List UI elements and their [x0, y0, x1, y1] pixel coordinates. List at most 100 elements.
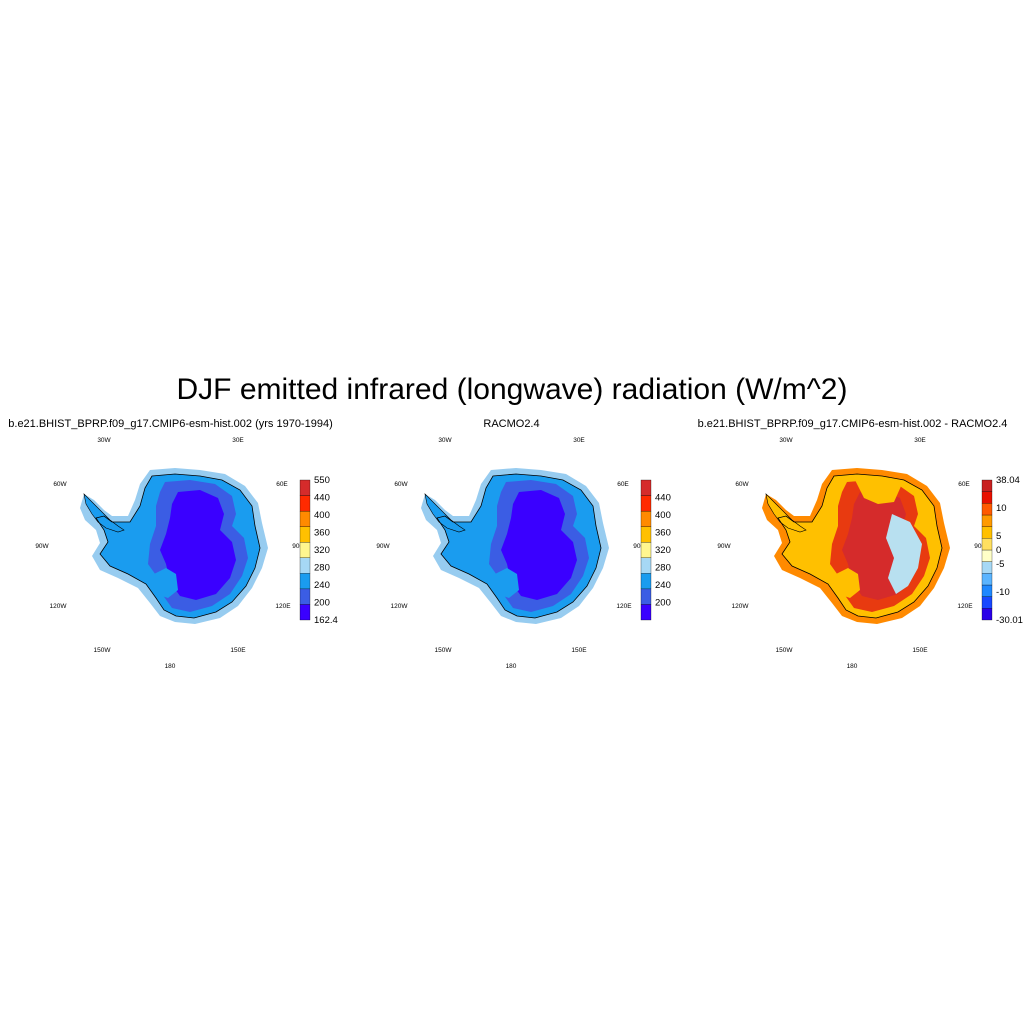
map-plateau-core — [160, 490, 236, 600]
colorbar-swatch — [981, 573, 993, 586]
colorbar-swatch — [981, 491, 993, 504]
colorbar-swatch — [981, 526, 993, 539]
colorbar-swatch — [299, 479, 311, 496]
longitude-label: 60W — [394, 481, 408, 488]
longitude-label: 150E — [912, 647, 928, 654]
colorbar-label: 280 — [655, 563, 671, 574]
longitude-label: 90E — [633, 543, 645, 550]
map-svg: 30W 30E 60W 60E 90W 90E 120W 120E 150W 150E 180 200… — [376, 437, 671, 670]
longitude-label: 120W — [50, 603, 68, 610]
colorbar-swatch — [981, 549, 993, 562]
colorbar-swatch — [299, 495, 311, 512]
panel-title: RACMO2.4 — [483, 418, 540, 430]
colorbar-label: 400 — [655, 510, 671, 521]
colorbar-label: 440 — [655, 493, 671, 504]
coastline — [436, 473, 602, 619]
colorbar-swatch — [640, 542, 652, 558]
longitude-label: 120W — [732, 603, 750, 610]
colorbar-swatch — [299, 542, 311, 558]
colorbar-swatch — [981, 538, 993, 551]
map-cool-region — [886, 514, 922, 594]
colorbar-swatch — [640, 495, 652, 512]
longitude-label: 150W — [435, 647, 453, 654]
map-peninsula — [766, 494, 806, 532]
colorbar-label: 38.04 — [996, 475, 1020, 486]
panel-racmo: RACMO2.4 30W 30E 60W 60E 90W 90E 120W 120E 150W 1… — [341, 418, 682, 678]
colorbar-swatch — [299, 557, 311, 574]
colorbar-swatch — [299, 573, 311, 590]
map-svg: 30W 30E 60W 60E 90W 90E 120W 120E 150W 150E 180 162… — [35, 437, 338, 670]
colorbar-swatch — [640, 557, 652, 574]
colorbar-label: 240 — [314, 580, 330, 591]
coastline-peninsula — [424, 493, 466, 533]
longitude-label: 180 — [847, 663, 858, 670]
colorbar-swatch — [640, 573, 652, 590]
colorbar-label: 280 — [314, 563, 330, 574]
longitude-label: 30E — [232, 437, 244, 444]
colorbar-swatch — [640, 604, 652, 621]
colorbar-swatch — [981, 608, 993, 621]
longitude-label: 150W — [776, 647, 794, 654]
colorbar-swatch — [640, 526, 652, 543]
map-warm-region — [854, 476, 902, 504]
colorbar-label: 320 — [314, 545, 330, 556]
coastline-peninsula — [765, 493, 807, 533]
longitude-label: 30W — [438, 437, 452, 444]
colorbar-label: -30.01 — [996, 615, 1023, 626]
longitude-label: 30W — [97, 437, 111, 444]
panel-title: b.e21.BHIST_BPRP.f09_g17.CMIP6-esm-hist.… — [8, 418, 333, 430]
map-peninsula — [425, 494, 465, 532]
longitude-label: 60E — [276, 481, 288, 488]
colorbar-swatch — [299, 604, 311, 621]
colorbar-swatch — [299, 526, 311, 543]
colorbar-swatch — [981, 596, 993, 609]
colorbar-label: 320 — [655, 545, 671, 556]
coastline-peninsula — [83, 493, 125, 533]
longitude-label: 90W — [376, 543, 390, 550]
map-ross-shelf — [491, 568, 519, 598]
longitude-label: 30E — [914, 437, 926, 444]
colorbar-label: 240 — [655, 580, 671, 591]
map-peninsula — [84, 494, 124, 532]
longitude-label: 90E — [974, 543, 986, 550]
colorbar-label: 5 — [996, 531, 1001, 542]
colorbar-label: 162.4 — [314, 615, 338, 626]
longitude-label: 120E — [275, 603, 291, 610]
colorbar-label: -10 — [996, 587, 1010, 598]
colorbar-label: 0 — [996, 545, 1001, 556]
colorbar-swatch — [981, 584, 993, 597]
colorbar-swatch — [981, 561, 993, 574]
colorbar-label: 400 — [314, 510, 330, 521]
panel-difference: b.e21.BHIST_BPRP.f09_g17.CMIP6-esm-hist.… — [682, 418, 1023, 678]
longitude-label: 30E — [573, 437, 585, 444]
longitude-label: 120E — [616, 603, 632, 610]
colorbar-label: 200 — [314, 598, 330, 609]
figure-title: DJF emitted infrared (longwave) radiatio… — [176, 373, 848, 406]
longitude-label: 90E — [292, 543, 304, 550]
antarctica-map — [421, 468, 609, 624]
colorbar-label: 550 — [314, 475, 330, 486]
colorbar-label: 440 — [314, 493, 330, 504]
longitude-label: 150E — [571, 647, 587, 654]
longitude-label: 60E — [617, 481, 629, 488]
colorbar-swatch — [981, 514, 993, 527]
colorbar-swatch — [981, 479, 993, 492]
colorbar-swatch — [299, 510, 311, 527]
antarctica-map — [762, 468, 950, 624]
map-ross-shelf — [832, 568, 860, 598]
colorbar-label: 10 — [996, 503, 1007, 514]
longitude-label: 150E — [230, 647, 246, 654]
longitude-label: 60W — [53, 481, 67, 488]
coastline — [777, 473, 943, 619]
colorbar-label: 360 — [314, 528, 330, 539]
colorbar-swatch — [640, 479, 652, 496]
map-ross-shelf — [150, 568, 178, 598]
coastline — [95, 473, 261, 619]
map-plateau-core — [501, 490, 577, 600]
colorbar-label: 200 — [655, 598, 671, 609]
colorbar-swatch — [640, 510, 652, 527]
panel-model: b.e21.BHIST_BPRP.f09_g17.CMIP6-esm-hist.… — [0, 418, 341, 678]
longitude-label: 180 — [506, 663, 517, 670]
colorbar-label: 360 — [655, 528, 671, 539]
longitude-label: 120W — [391, 603, 409, 610]
